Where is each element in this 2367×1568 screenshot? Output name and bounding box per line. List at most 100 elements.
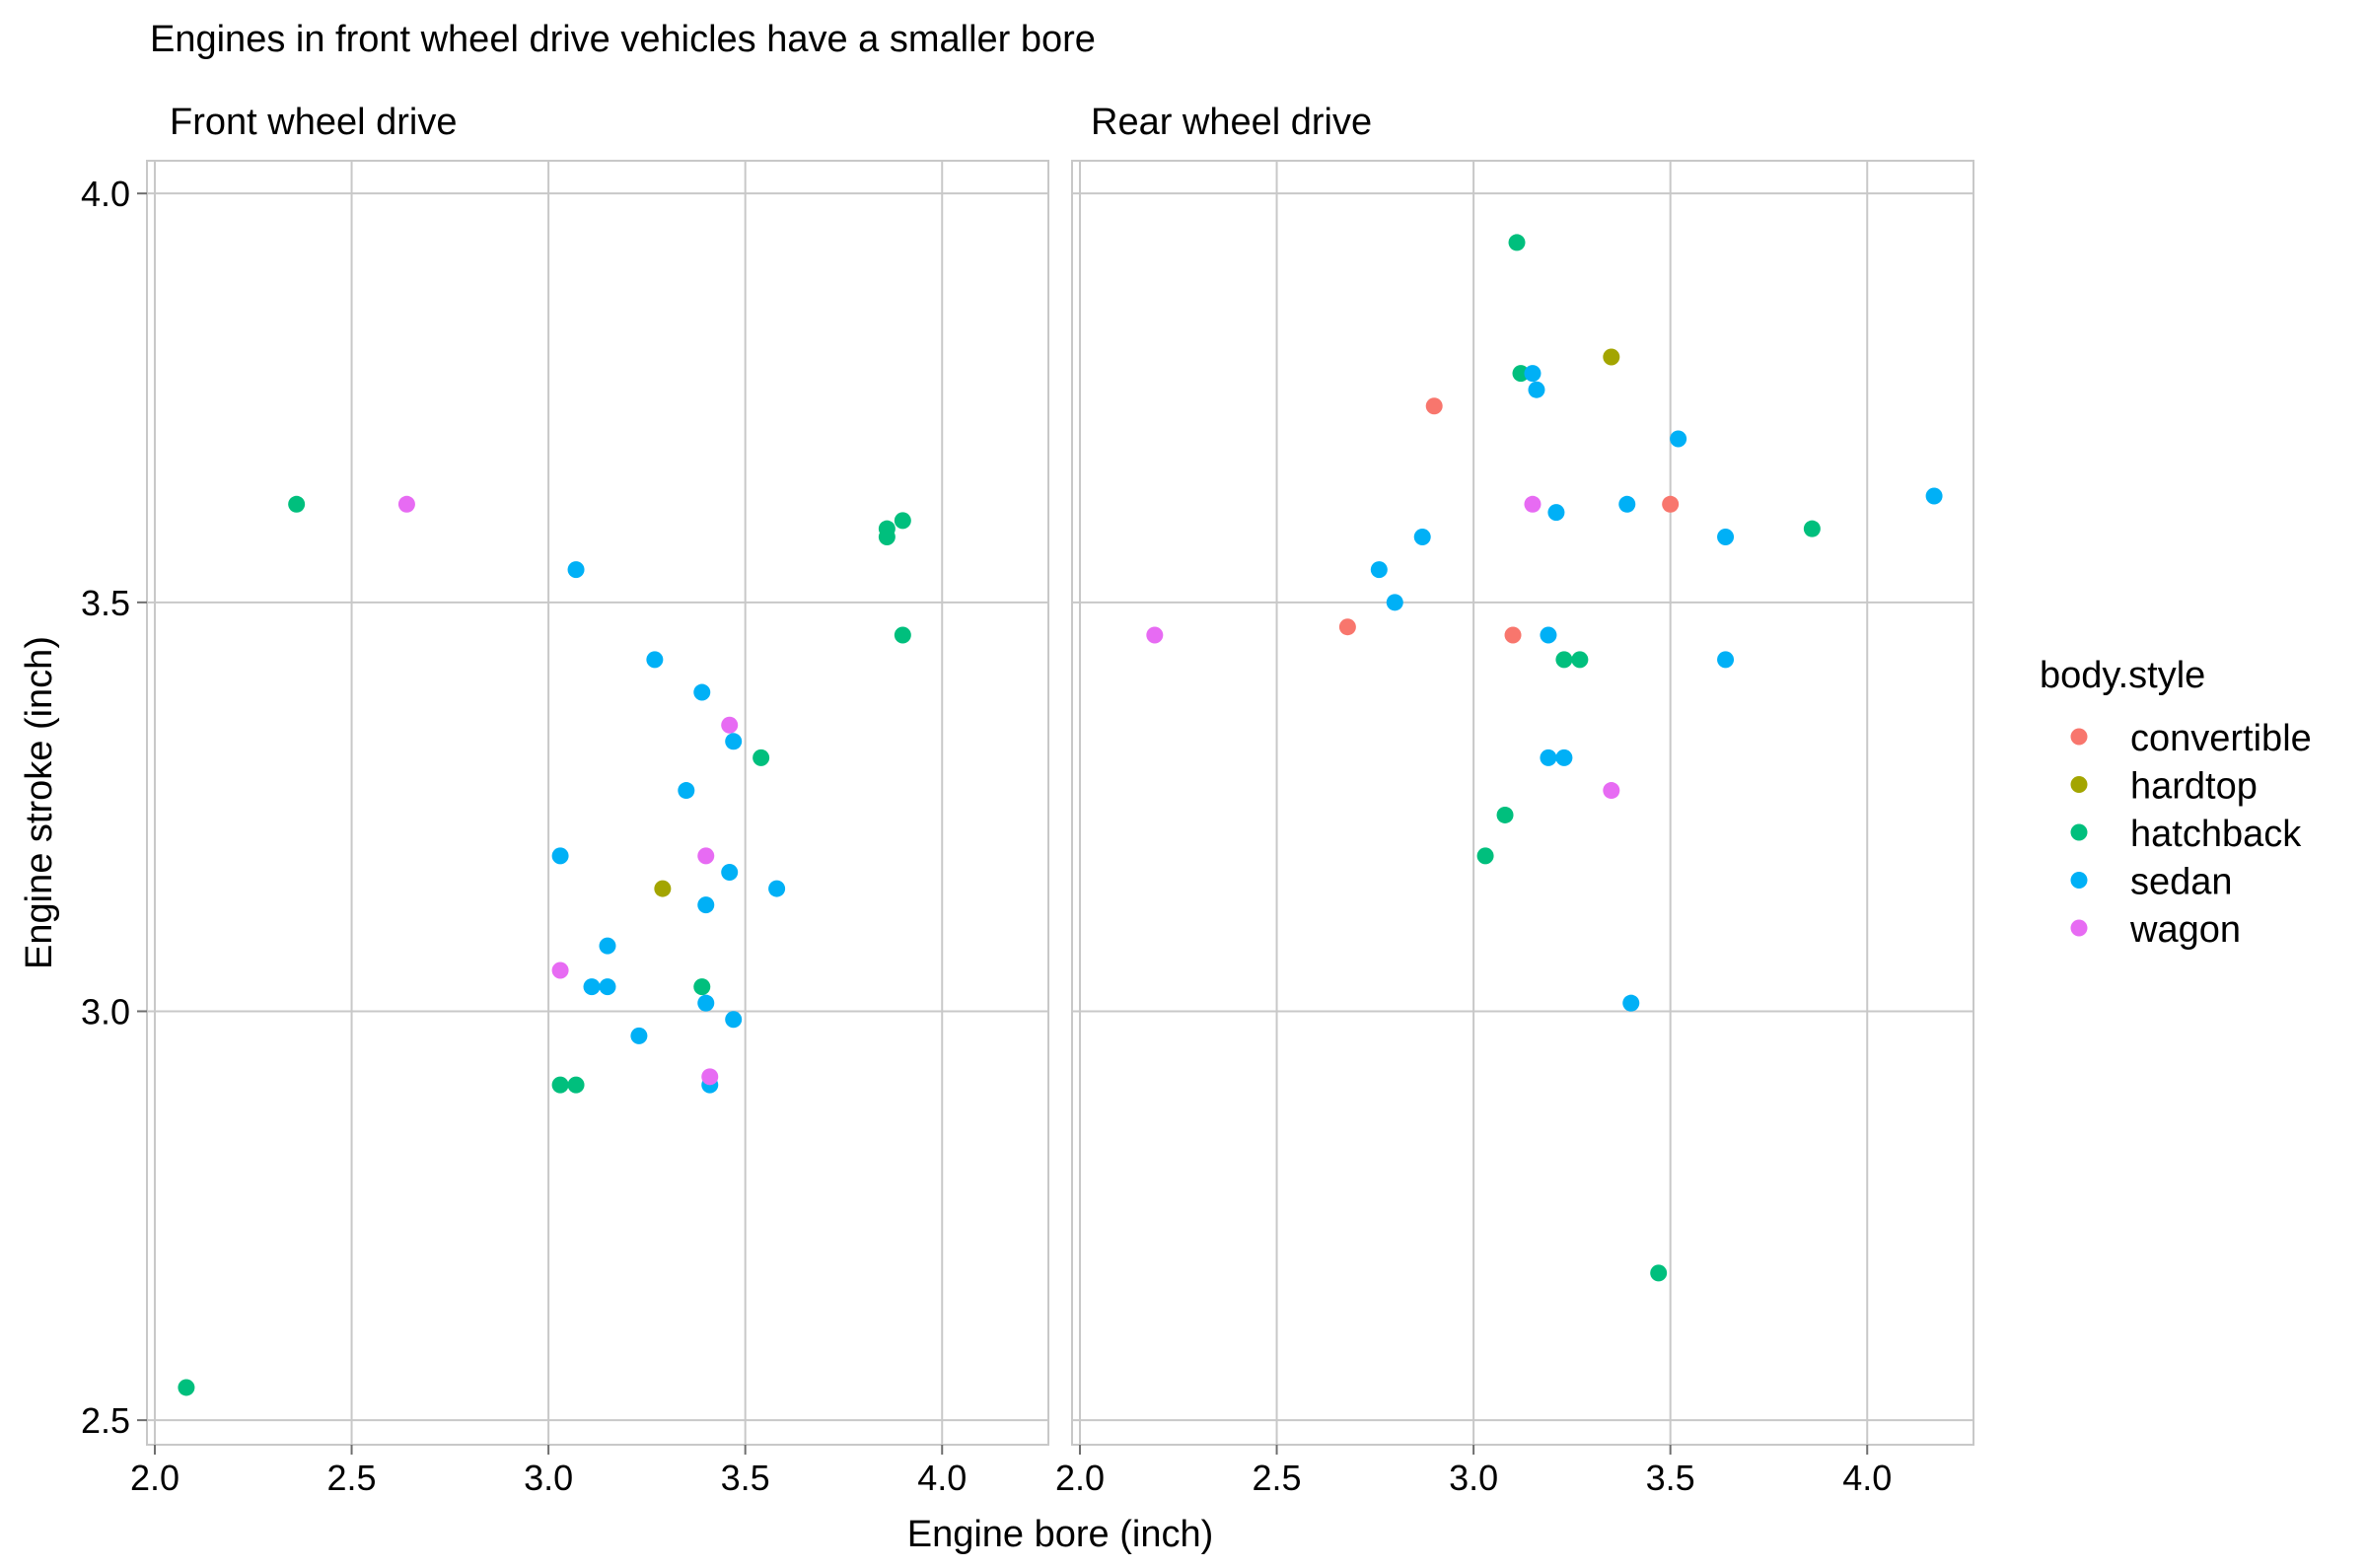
panel-title-rear-wheel-drive: Rear wheel drive	[1091, 102, 1372, 143]
data-point-sedan	[1925, 487, 1943, 505]
data-point-sedan	[1547, 504, 1565, 522]
data-point-hardtop	[654, 880, 672, 897]
data-point-hatchback	[1496, 806, 1514, 823]
x-axis-rear-wheel-drive: 2.0 2.5 3.0 3.5 4.0	[1055, 1445, 1892, 1498]
data-point-hatchback	[1555, 651, 1573, 669]
data-point-wagon	[697, 847, 715, 865]
data-point-sedan	[721, 863, 739, 881]
legend-entries: convertible hardtop hatchback sedan wagon	[2070, 718, 2312, 951]
y-axis: 2.5 3.0 3.5 4.0	[81, 174, 147, 1441]
data-point-hatchback	[288, 495, 306, 513]
y-tick-label: 4.0	[81, 174, 130, 214]
data-point-hatchback	[894, 512, 911, 530]
legend-label-sedan: sedan	[2130, 862, 2233, 903]
x-tick-label: 3.0	[524, 1458, 573, 1498]
x-tick-label: 2.5	[327, 1458, 377, 1498]
data-point-sedan	[725, 1011, 743, 1029]
data-point-hatchback	[1650, 1264, 1668, 1282]
data-point-sedan	[1540, 748, 1557, 766]
data-point-hatchback	[1476, 847, 1494, 865]
y-tick-label: 2.5	[81, 1400, 130, 1441]
panel-frame	[146, 160, 1049, 1446]
data-point-sedan	[1524, 365, 1542, 383]
data-point-hatchback	[753, 748, 770, 766]
data-point-sedan	[1540, 626, 1557, 644]
data-point-wagon	[1146, 626, 1164, 644]
points-front-wheel-drive	[178, 495, 911, 1396]
data-point-sedan	[551, 847, 569, 865]
y-axis-title: Engine stroke (inch)	[19, 636, 60, 969]
legend-swatch-hatchback	[2070, 823, 2088, 841]
data-point-sedan	[1622, 994, 1640, 1012]
data-point-sedan	[693, 683, 711, 701]
data-point-hatchback	[1803, 520, 1821, 537]
data-point-sedan	[567, 561, 585, 579]
data-point-sedan	[678, 782, 695, 800]
data-point-hatchback	[1508, 234, 1526, 251]
legend-label-hatchback: hatchback	[2130, 814, 2302, 855]
chart-title: Engines in front wheel drive vehicles ha…	[150, 19, 1096, 60]
x-tick-label: 2.0	[130, 1458, 179, 1498]
data-point-sedan	[599, 937, 616, 955]
gridlines	[147, 161, 1048, 1445]
y-tick-label: 3.0	[81, 991, 130, 1032]
data-point-hatchback	[693, 978, 711, 996]
data-point-sedan	[697, 994, 715, 1012]
data-point-sedan	[1618, 495, 1636, 513]
data-point-sedan	[697, 896, 715, 914]
data-point-convertible	[1338, 618, 1356, 636]
legend-swatch-hardtop	[2070, 776, 2088, 793]
legend-label-convertible: convertible	[2130, 718, 2312, 759]
data-point-sedan	[768, 880, 786, 897]
x-tick-label: 2.0	[1055, 1458, 1105, 1498]
x-tick-label: 3.5	[1646, 1458, 1695, 1498]
data-point-hatchback	[178, 1379, 195, 1396]
x-tick-label: 2.5	[1253, 1458, 1302, 1498]
x-tick-label: 3.5	[721, 1458, 770, 1498]
data-point-sedan	[725, 733, 743, 750]
panel-title-front-wheel-drive: Front wheel drive	[170, 102, 457, 143]
data-point-hatchback	[878, 528, 896, 545]
data-point-convertible	[1662, 495, 1680, 513]
data-point-sedan	[1413, 528, 1431, 545]
data-point-wagon	[551, 962, 569, 979]
data-point-convertible	[1425, 397, 1443, 415]
data-point-sedan	[583, 978, 601, 996]
panel-front-wheel-drive: Front wheel drive	[146, 102, 1049, 1446]
legend-label-wagon: wagon	[2129, 909, 2241, 951]
data-point-hardtop	[1603, 348, 1620, 366]
legend-label-hardtop: hardtop	[2130, 766, 2258, 808]
data-point-sedan	[1370, 561, 1388, 579]
data-point-sedan	[1717, 528, 1735, 545]
data-point-sedan	[599, 978, 616, 996]
legend-swatch-wagon	[2070, 919, 2088, 937]
legend: body.style convertible hardtop hatchback se…	[2040, 655, 2312, 951]
panel-rear-wheel-drive: Rear wheel drive	[1071, 102, 1974, 1446]
points-rear-wheel-drive	[1146, 234, 1943, 1282]
data-point-hatchback	[551, 1076, 569, 1094]
x-axis-title: Engine bore (inch)	[907, 1514, 1214, 1555]
data-point-hatchback	[1571, 651, 1589, 669]
legend-swatch-sedan	[2070, 872, 2088, 889]
data-point-hatchback	[1512, 365, 1530, 383]
x-tick-label: 4.0	[917, 1458, 967, 1498]
data-point-sedan	[1555, 748, 1573, 766]
data-point-wagon	[1603, 782, 1620, 800]
data-point-sedan	[646, 651, 664, 669]
data-point-hatchback	[894, 626, 911, 644]
data-point-convertible	[1504, 626, 1522, 644]
legend-swatch-convertible	[2070, 728, 2088, 746]
data-point-wagon	[1524, 495, 1542, 513]
data-point-hatchback	[567, 1076, 585, 1094]
data-point-wagon	[701, 1068, 719, 1086]
data-point-sedan	[1717, 651, 1735, 669]
legend-title: body.style	[2040, 655, 2205, 696]
x-axis-front-wheel-drive: 2.0 2.5 3.0 3.5 4.0	[130, 1445, 967, 1498]
data-point-sedan	[630, 1027, 648, 1044]
panel-frame	[1071, 160, 1974, 1446]
x-tick-label: 3.0	[1449, 1458, 1498, 1498]
x-tick-label: 4.0	[1842, 1458, 1892, 1498]
data-point-sedan	[1528, 381, 1545, 398]
y-tick-label: 3.5	[81, 583, 130, 623]
